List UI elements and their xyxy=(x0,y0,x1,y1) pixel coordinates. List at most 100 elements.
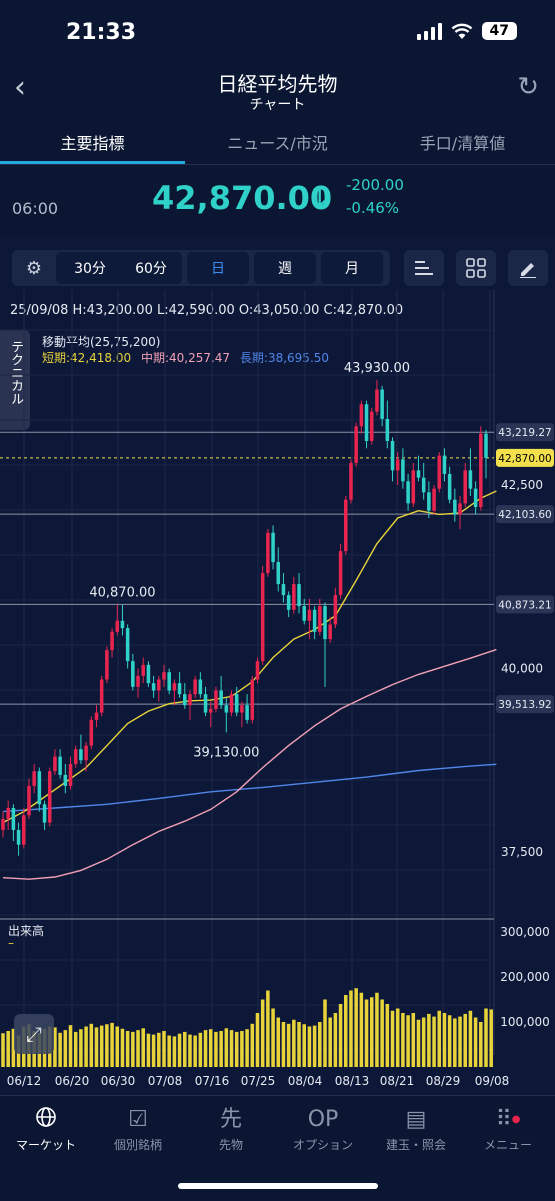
tab-news-market[interactable]: ニュース/市況 xyxy=(227,134,328,153)
ma-mid-line xyxy=(2,648,497,880)
volume-bar xyxy=(162,1031,166,1067)
volume-bar xyxy=(421,1017,426,1067)
volume-bar xyxy=(411,1013,416,1067)
candle-body xyxy=(37,771,42,805)
volume-bar xyxy=(94,1027,99,1067)
extreme-annotation: 43,930.00 xyxy=(344,361,410,376)
candle-body xyxy=(369,411,374,441)
y-tick-label: 37,500 xyxy=(501,845,543,859)
active-tab-underline xyxy=(0,161,185,164)
candle-body xyxy=(344,499,348,552)
volume-bar xyxy=(167,1035,171,1067)
candle-body xyxy=(385,418,390,441)
period-monthly-button[interactable]: 月 xyxy=(321,252,383,284)
refresh-icon[interactable]: ↻ xyxy=(517,72,539,102)
candle-body xyxy=(271,532,275,563)
nav-market[interactable]: マーケット xyxy=(0,1106,92,1153)
candle-body xyxy=(11,807,16,830)
volume-bar xyxy=(286,1023,291,1067)
candle-body xyxy=(1,818,5,830)
indicator-list-icon[interactable] xyxy=(404,250,444,286)
volume-bar xyxy=(364,999,369,1067)
volume-bar xyxy=(146,1033,151,1067)
candle-body xyxy=(312,609,317,632)
draw-pen-icon[interactable] xyxy=(508,250,548,286)
candle-body xyxy=(89,719,94,746)
nav-futures[interactable]: 先 先物 xyxy=(185,1106,277,1153)
period-30min-button[interactable]: 30分 xyxy=(56,252,124,284)
period-daily-button[interactable]: 日 xyxy=(187,252,249,284)
volume-bar xyxy=(390,1010,395,1067)
tab-bar: 主要指標 ニュース/市況 手口/清算値 xyxy=(0,120,555,165)
options-icon: OP xyxy=(307,1107,339,1132)
volume-bar xyxy=(105,1024,109,1067)
candlestick-chart[interactable]: 43,219.27 42,870.00 42,103.60 40,873.21 39,5… xyxy=(0,290,555,1094)
quote-panel: 06:00 42,870.00 ↓ -200.00 -0.46% xyxy=(0,165,555,237)
volume-bar xyxy=(349,990,353,1067)
futures-icon: 先 xyxy=(219,1107,242,1132)
x-tick-label: 09/08 xyxy=(475,1074,510,1088)
tab-main-indicators[interactable]: 主要指標 xyxy=(60,134,125,153)
price-change: -200.00 xyxy=(346,176,404,194)
x-tick-label: 06/12 xyxy=(7,1074,42,1088)
volume-bar xyxy=(297,1022,301,1067)
status-bar: 21:33 47 xyxy=(0,0,555,64)
candle-body xyxy=(63,774,68,786)
ma-short-value: 短期:42,418.00 xyxy=(42,351,132,365)
candle-body xyxy=(115,620,120,632)
candle-body xyxy=(260,573,265,662)
candle-body xyxy=(162,672,166,680)
volume-bar xyxy=(240,1031,244,1067)
page-subtitle: チャート xyxy=(249,97,306,113)
volume-bar xyxy=(276,1017,281,1067)
y-tick-label: 42,500 xyxy=(501,478,543,492)
price-line-label: 40,873.21 xyxy=(498,599,551,611)
candle-body xyxy=(214,690,218,709)
nav-positions[interactable]: ▤ 建玉・照会 xyxy=(370,1106,462,1153)
volume-bar xyxy=(198,1032,203,1067)
x-tick-label: 07/08 xyxy=(148,1074,183,1088)
ma-long-value: 長期:38,695.50 xyxy=(239,351,330,365)
nav-options[interactable]: OP オプション xyxy=(277,1106,369,1153)
candle-body xyxy=(484,433,488,458)
candle-body xyxy=(193,679,197,695)
period-60min-button[interactable]: 60分 xyxy=(120,252,182,284)
candle-body xyxy=(208,708,213,713)
ma-legend-values: 短期:42,418.00 中期:40,257.47 長期:38,695.50 xyxy=(42,349,335,366)
layout-grid-icon[interactable] xyxy=(456,250,496,286)
back-icon[interactable]: ‹ xyxy=(14,70,26,105)
volume-bar xyxy=(427,1013,431,1067)
candle-body xyxy=(468,470,473,489)
volume-bar xyxy=(115,1026,120,1067)
technical-side-tab[interactable]: テクニカル xyxy=(0,330,30,430)
signal-icon xyxy=(416,22,442,40)
candle-body xyxy=(437,455,442,489)
price-line-label: 42,103.60 xyxy=(498,509,551,521)
period-weekly-button[interactable]: 週 xyxy=(254,252,316,284)
ma-mid-value: 中期:40,257.47 xyxy=(140,351,231,365)
tab-orders-settlement[interactable]: 手口/清算値 xyxy=(419,134,506,153)
candle-body xyxy=(458,503,462,515)
candle-body xyxy=(421,477,426,493)
volume-bar xyxy=(73,1031,78,1067)
candle-body xyxy=(27,785,31,816)
candle-body xyxy=(307,609,312,621)
volume-bar xyxy=(463,1013,467,1067)
candle-body xyxy=(219,690,223,706)
candle-body xyxy=(250,679,255,720)
nav-stocks[interactable]: ☑ 個別銘柄 xyxy=(92,1106,184,1153)
settings-gear-icon[interactable]: ⚙ xyxy=(25,257,43,279)
nav-market-label: マーケット xyxy=(15,1138,76,1152)
candle-body xyxy=(22,815,26,845)
candle-body xyxy=(188,694,192,706)
volume-bar xyxy=(271,1008,275,1067)
volume-bar xyxy=(369,997,374,1067)
volume-bar xyxy=(484,1008,488,1067)
candle-body xyxy=(286,595,291,610)
candle-body xyxy=(427,492,431,511)
expand-icon[interactable]: ⤢ xyxy=(14,1014,54,1054)
nav-menu[interactable]: ⠿● メニュー xyxy=(462,1106,554,1153)
volume-bar xyxy=(266,990,270,1067)
x-tick-label: 06/30 xyxy=(101,1074,136,1088)
wifi-icon xyxy=(451,23,472,39)
